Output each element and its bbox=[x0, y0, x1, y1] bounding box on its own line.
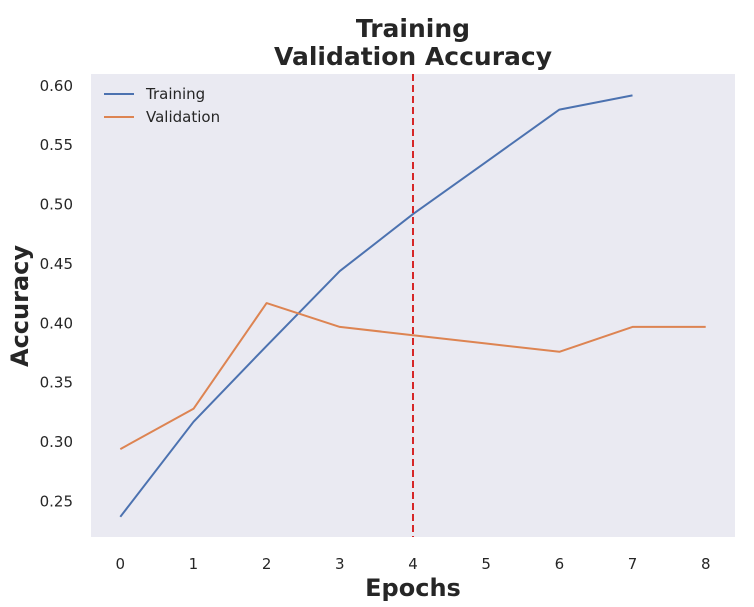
x-tick-label: 6 bbox=[555, 555, 565, 573]
y-tick-label: 0.30 bbox=[40, 433, 73, 451]
chart-title-line-1: Training bbox=[356, 14, 470, 43]
y-tick-label: 0.25 bbox=[40, 492, 73, 510]
x-tick-label: 0 bbox=[115, 555, 125, 573]
x-tick-label: 5 bbox=[481, 555, 491, 573]
series-layer bbox=[119, 94, 706, 518]
x-tick-label: 4 bbox=[408, 555, 418, 573]
y-tick-label: 0.45 bbox=[40, 255, 73, 273]
y-tick-label: 0.35 bbox=[40, 374, 73, 392]
y-tick-label: 0.55 bbox=[40, 136, 73, 154]
chart-title-line-2: Validation Accuracy bbox=[274, 42, 552, 71]
y-tick-label: 0.40 bbox=[40, 314, 73, 332]
legend-label-validation: Validation bbox=[146, 108, 220, 126]
x-tick-label: 1 bbox=[189, 555, 199, 573]
y-tick-label: 0.60 bbox=[40, 77, 73, 95]
x-axis-label: Epochs bbox=[365, 574, 461, 602]
x-tick-label: 2 bbox=[262, 555, 272, 573]
y-axis-ticks: 0.25 0.30 0.35 0.40 0.45 0.50 0.55 0.60 bbox=[40, 77, 73, 511]
x-axis-ticks: 0 1 2 3 4 5 6 7 8 bbox=[115, 555, 710, 573]
x-tick-label: 7 bbox=[628, 555, 638, 573]
series-line-training bbox=[119, 94, 633, 518]
legend: Training Validation bbox=[104, 85, 220, 126]
legend-label-training: Training bbox=[145, 85, 205, 103]
x-tick-label: 8 bbox=[701, 555, 711, 573]
series-line-validation bbox=[119, 302, 706, 450]
y-tick-label: 0.50 bbox=[40, 196, 73, 214]
x-tick-label: 3 bbox=[335, 555, 345, 573]
y-axis-label: Accuracy bbox=[6, 245, 34, 367]
